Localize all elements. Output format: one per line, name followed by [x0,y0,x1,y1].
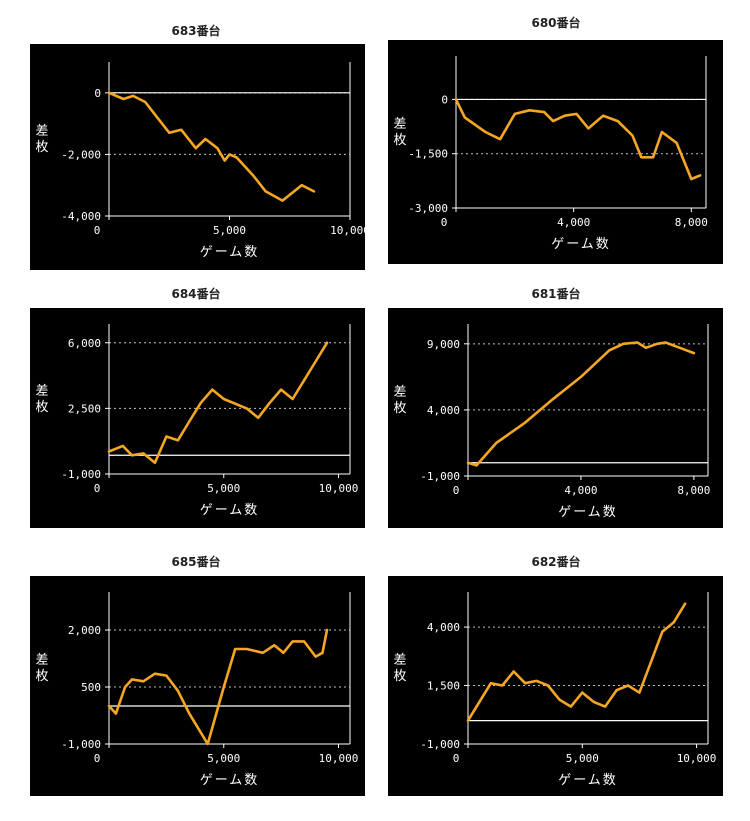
chart-685-xtick-label: 10,000 [319,752,359,765]
chart-681-xtick-label: 4,000 [564,484,597,497]
chart-685-xtick-label: 5,000 [207,752,240,765]
chart-title-680: 680番台 [531,16,581,30]
chart-680-xtick-label: 4,000 [557,216,590,229]
chart-681-ytick-label: 4,000 [427,404,460,417]
chart-684-ytick-label: 2,500 [68,402,101,415]
chart-683-ytick-label: -4,000 [61,210,101,223]
chart-685-ytick-label: 500 [81,681,101,694]
chart-685-series-line [107,628,329,746]
chart-680: 0 -1,500 -3,000 0 4,000 8,000 ゲーム数 差枚 [388,40,723,264]
chart-684-x-axis-label: ゲーム数 [200,503,260,518]
chart-681-series-line [466,341,696,467]
chart-682-x-axis-label: ゲーム数 [558,773,618,788]
chart-683-xtick-label: 0 [94,224,101,237]
chart-684-y-axis-label: 差枚 [35,384,48,415]
chart-682-xtick-label: 0 [453,752,460,765]
chart-681-ytick-label: 9,000 [427,338,460,351]
chart-title-684: 684番台 [171,287,221,301]
chart-683-ytick-label: 0 [94,87,101,100]
chart-682-y-axis-label: 差枚 [393,653,406,684]
chart-680-xtick-label: 0 [441,216,448,229]
chart-681-x-axis-label: ゲーム数 [558,505,618,520]
chart-683-xtick-label: 10,000 [330,224,365,237]
chart-685-ytick-label: -1,000 [61,738,101,751]
chart-683-series-line [107,91,316,202]
chart-680-x-axis-label: ゲーム数 [551,237,611,252]
chart-682-ytick-label: -1,000 [420,738,460,751]
chart-title-685: 685番台 [171,555,221,569]
chart-title-681: 681番台 [531,287,581,301]
chart-680-series-line [454,98,702,181]
chart-683-x-axis-label: ゲーム数 [200,245,260,260]
chart-684-xtick-label: 10,000 [319,482,359,495]
chart-684-xtick-label: 0 [94,482,101,495]
chart-681-xtick-label: 8,000 [677,484,710,497]
chart-682: 4,000 1,500 -1,000 0 5,000 10,000 ゲーム数 差枚 [388,576,723,796]
chart-680-ytick-label: -1,500 [408,148,448,161]
chart-685-ytick-label: 2,000 [68,624,101,637]
chart-682-series-line [466,602,687,722]
chart-title-682: 682番台 [531,555,581,569]
chart-683-ytick-label: -2,000 [61,148,101,161]
chart-685-x-axis-label: ゲーム数 [200,773,260,788]
chart-682-xtick-label: 5,000 [566,752,599,765]
chart-681-xtick-label: 0 [453,484,460,497]
chart-684-series-line [107,341,329,465]
chart-685-y-axis-label: 差枚 [35,653,48,684]
chart-680-xtick-label: 8,000 [675,216,708,229]
chart-title-683: 683番台 [171,24,221,38]
chart-682-xtick-label: 10,000 [677,752,717,765]
chart-681-ytick-label: -1,000 [420,470,460,483]
chart-680-ytick-label: -3,000 [408,202,448,215]
chart-685: 2,000 500 -1,000 0 5,000 10,000 ゲーム数 差枚 [30,576,365,796]
chart-683-y-axis-label: 差枚 [35,124,48,155]
chart-681-y-axis-label: 差枚 [393,385,406,416]
chart-682-ytick-label: 4,000 [427,621,460,634]
chart-684-ytick-label: -1,000 [61,468,101,481]
chart-684-ytick-label: 6,000 [68,337,101,350]
chart-684: 6,000 2,500 -1,000 0 5,000 10,000 ゲーム数 差枚 [30,308,365,528]
chart-685-xtick-label: 0 [94,752,101,765]
chart-681: 9,000 4,000 -1,000 0 4,000 8,000 ゲーム数 差枚 [388,308,723,528]
chart-680-y-axis-label: 差枚 [393,117,406,148]
chart-682-ytick-label: 1,500 [427,680,460,693]
chart-683-xtick-label: 5,000 [213,224,246,237]
chart-680-ytick-label: 0 [441,93,448,106]
chart-684-xtick-label: 5,000 [207,482,240,495]
